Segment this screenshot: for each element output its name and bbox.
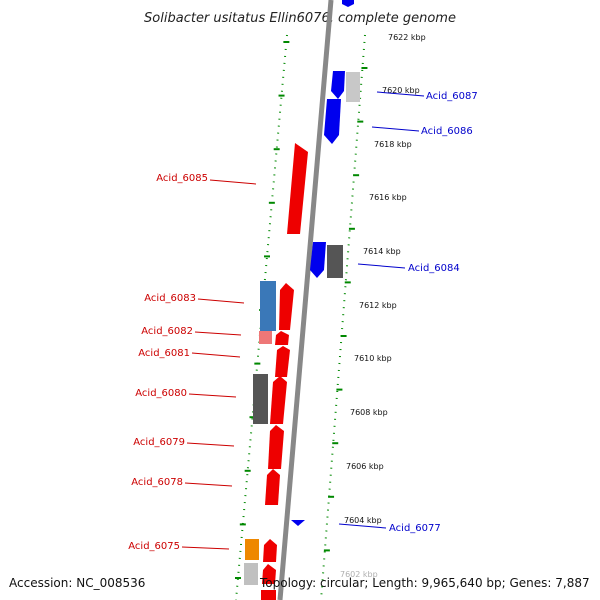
label-connector xyxy=(188,393,237,398)
label-connector xyxy=(197,298,245,304)
tick-label: 7610 kbp xyxy=(354,354,392,363)
label-connector xyxy=(191,352,241,358)
tick-label: 7618 kbp xyxy=(374,140,412,149)
gene-feature[interactable] xyxy=(310,242,326,278)
label-connector xyxy=(371,126,420,132)
gene-feature[interactable] xyxy=(346,72,360,102)
label-connector xyxy=(186,442,235,447)
label-connector xyxy=(209,179,257,185)
tick-label: 7606 kbp xyxy=(346,462,384,471)
gene-feature[interactable] xyxy=(291,520,305,526)
gene-feature[interactable] xyxy=(342,0,354,7)
gene-label-acid_6078[interactable]: Acid_6078 xyxy=(131,477,183,488)
topology-text: Topology: circular; Length: 9,965,640 bp… xyxy=(259,576,590,590)
gene-feature[interactable] xyxy=(287,143,308,234)
gene-feature[interactable] xyxy=(324,99,341,144)
genome-backbone xyxy=(277,0,334,600)
gene-label-acid_6079[interactable]: Acid_6079 xyxy=(133,437,185,448)
gene-label-acid_6087[interactable]: Acid_6087 xyxy=(426,91,478,102)
label-connector xyxy=(184,482,233,487)
gene-feature[interactable] xyxy=(253,374,268,424)
gene-feature[interactable] xyxy=(268,425,284,469)
gene-feature[interactable] xyxy=(279,283,294,330)
gene-feature[interactable] xyxy=(245,539,259,560)
tick-label: 7604 kbp xyxy=(344,516,382,525)
gene-feature[interactable] xyxy=(262,564,276,584)
gene-label-acid_6075[interactable]: Acid_6075 xyxy=(128,541,180,552)
tick-label: 7622 kbp xyxy=(388,33,426,42)
gene-feature[interactable] xyxy=(259,331,272,344)
label-connector xyxy=(181,546,230,550)
gene-feature[interactable] xyxy=(327,245,343,278)
gene-feature[interactable] xyxy=(270,376,287,424)
label-connector xyxy=(338,523,387,529)
tick-label: 7608 kbp xyxy=(350,408,388,417)
gene-labels: Acid_6087 Acid_6086 Acid_6085 Acid_6084 Acid… xyxy=(128,91,478,552)
gene-label-acid_6077[interactable]: Acid_6077 xyxy=(389,523,441,534)
tick-label: 7602 kbp xyxy=(340,570,378,579)
gene-feature[interactable] xyxy=(331,71,345,99)
label-connector xyxy=(194,331,242,336)
gene-feature[interactable] xyxy=(275,331,289,345)
gene-label-acid_6080[interactable]: Acid_6080 xyxy=(135,388,187,399)
gene-label-acid_6081[interactable]: Acid_6081 xyxy=(138,348,190,359)
gene-feature[interactable] xyxy=(275,346,290,377)
gene-label-acid_6084[interactable]: Acid_6084 xyxy=(408,263,460,274)
tick-label: 7612 kbp xyxy=(359,301,397,310)
tick-label: 7614 kbp xyxy=(363,247,401,256)
gene-feature[interactable] xyxy=(263,539,277,562)
gene-feature[interactable] xyxy=(261,590,276,600)
map-title: Solibacter usitatus Ellin6076, complete … xyxy=(144,11,456,26)
gene-features xyxy=(244,0,360,600)
gene-label-acid_6083[interactable]: Acid_6083 xyxy=(144,293,196,304)
gene-feature[interactable] xyxy=(265,469,280,505)
label-connector xyxy=(376,91,425,97)
tick-label: 7620 kbp xyxy=(382,86,420,95)
gene-feature[interactable] xyxy=(244,563,258,585)
kbp-ticks: 7622 kbp 7620 kbp 7618 kbp 7616 kbp 7614 kbp… xyxy=(340,33,426,579)
gene-label-acid_6085[interactable]: Acid_6085 xyxy=(156,173,208,184)
tick-label: 7616 kbp xyxy=(369,193,407,202)
accession-text: Accession: NC_008536 xyxy=(9,576,145,590)
label-connector xyxy=(357,263,406,269)
gene-label-acid_6086[interactable]: Acid_6086 xyxy=(421,126,473,137)
gene-label-acid_6082[interactable]: Acid_6082 xyxy=(141,326,193,337)
gene-feature[interactable] xyxy=(260,281,276,331)
